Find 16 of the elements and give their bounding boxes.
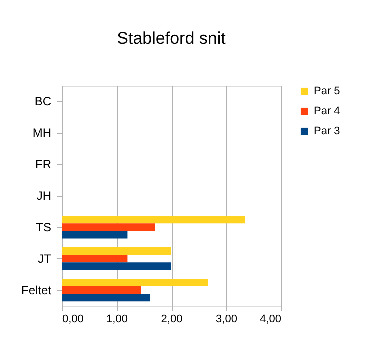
- legend-label: Par 3: [314, 126, 340, 138]
- x-tick-label: 1,00: [106, 314, 128, 326]
- y-tick-label: Feltet: [21, 283, 52, 298]
- y-tick-label: MH: [32, 126, 52, 140]
- x-tick-label: 2,00: [161, 314, 183, 326]
- y-tick-label: FR: [36, 158, 52, 172]
- y-tick-label: JT: [38, 252, 52, 266]
- x-tick-label: 3,00: [216, 314, 238, 326]
- legend-label: Par 4: [314, 106, 340, 118]
- legend-label: Par 5: [314, 86, 340, 98]
- y-tick-label: JH: [36, 189, 52, 203]
- y-tick-label: TS: [36, 220, 52, 234]
- x-tick-label: 4,00: [260, 314, 282, 326]
- chart-title: Stableford snit: [117, 29, 226, 48]
- y-tick-label: BC: [34, 94, 52, 109]
- x-tick-label: 0,00: [62, 314, 84, 326]
